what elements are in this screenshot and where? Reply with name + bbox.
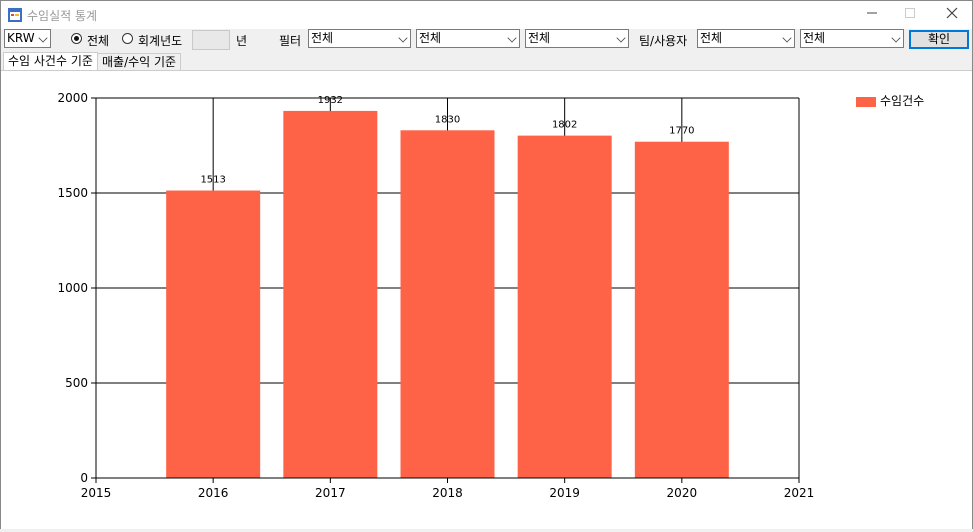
user-select-value: 전체 bbox=[803, 31, 826, 45]
toolbar: KRW 전체 회계년도 년 필터 전체 전체 전체 팀/사용자 전체 전체 bbox=[1, 29, 972, 51]
team-select[interactable]: 전체 bbox=[697, 29, 795, 48]
app-icon bbox=[8, 8, 22, 22]
chart-panel: 1513 1932 1830 1802 1770 0 500 1000 1500 2000 2015… bbox=[1, 70, 972, 529]
chevron-down-icon bbox=[398, 33, 408, 43]
tab-revenue[interactable]: 매출/수익 기준 bbox=[97, 53, 182, 70]
bar-chart: 1513 1932 1830 1802 1770 0 500 1000 1500 2000 2015… bbox=[57, 91, 815, 500]
data-label: 1932 bbox=[318, 95, 343, 106]
data-label: 1830 bbox=[435, 114, 460, 125]
close-button[interactable] bbox=[929, 1, 973, 29]
chevron-down-icon bbox=[891, 33, 901, 43]
radio-fiscal-year[interactable] bbox=[122, 33, 133, 44]
y-tick-label: 1000 bbox=[57, 281, 88, 295]
title-bar: 수임실적 통계 bbox=[1, 1, 972, 29]
y-tick-label: 2000 bbox=[57, 91, 88, 105]
y-tick-label: 1500 bbox=[57, 186, 88, 200]
chevron-down-icon bbox=[616, 33, 626, 43]
y-tick-label: 500 bbox=[65, 376, 88, 390]
bar bbox=[517, 135, 612, 478]
user-select[interactable]: 전체 bbox=[800, 29, 904, 48]
team-user-label: 팀/사용자 bbox=[639, 34, 688, 48]
filter-select-1[interactable]: 전체 bbox=[308, 29, 411, 48]
bar bbox=[634, 141, 729, 478]
maximize-icon bbox=[905, 8, 915, 18]
x-tick-label: 2020 bbox=[667, 486, 698, 500]
chevron-down-icon bbox=[507, 33, 517, 43]
radio-all-label: 전체 bbox=[87, 34, 110, 48]
x-tick-label: 2021 bbox=[784, 486, 815, 500]
filter-select-3-value: 전체 bbox=[528, 31, 551, 45]
chevron-down-icon bbox=[38, 33, 48, 43]
legend-label: 수임건수 bbox=[880, 94, 925, 108]
close-icon bbox=[946, 7, 958, 19]
data-label: 1513 bbox=[200, 175, 225, 186]
radio-all[interactable] bbox=[71, 33, 82, 44]
year-suffix-label: 년 bbox=[236, 34, 248, 48]
bar bbox=[283, 110, 378, 479]
minimize-button[interactable] bbox=[849, 1, 895, 29]
data-label: 1770 bbox=[669, 126, 694, 137]
x-tick-label: 2015 bbox=[81, 486, 112, 500]
confirm-button[interactable]: 확인 bbox=[909, 30, 969, 49]
radio-fiscal-year-label: 회계년도 bbox=[138, 34, 183, 48]
filter-select-1-value: 전체 bbox=[311, 31, 334, 45]
bar bbox=[166, 190, 261, 478]
legend-swatch bbox=[856, 96, 876, 107]
bar bbox=[400, 130, 495, 479]
window-title: 수임실적 통계 bbox=[27, 9, 98, 23]
filter-label: 필터 bbox=[279, 34, 302, 48]
team-select-value: 전체 bbox=[700, 31, 723, 45]
x-tick-label: 2019 bbox=[549, 486, 580, 500]
tab-case-count[interactable]: 수임 사건수 기준 bbox=[3, 52, 98, 71]
minimize-icon bbox=[867, 12, 877, 14]
year-input[interactable] bbox=[192, 30, 230, 50]
y-tick-label: 0 bbox=[80, 471, 88, 485]
filter-select-2[interactable]: 전체 bbox=[416, 29, 520, 48]
x-tick-label: 2018 bbox=[432, 486, 463, 500]
x-tick-label: 2016 bbox=[198, 486, 229, 500]
data-label: 1802 bbox=[552, 120, 577, 131]
chart-legend: 수임건수 bbox=[856, 92, 924, 109]
x-tick-label: 2017 bbox=[315, 486, 346, 500]
maximize-button[interactable] bbox=[887, 1, 933, 29]
currency-select[interactable]: KRW bbox=[4, 29, 51, 48]
filter-select-3[interactable]: 전체 bbox=[525, 29, 629, 48]
currency-value: KRW bbox=[7, 31, 35, 45]
chevron-down-icon bbox=[782, 33, 792, 43]
filter-select-2-value: 전체 bbox=[419, 31, 442, 45]
